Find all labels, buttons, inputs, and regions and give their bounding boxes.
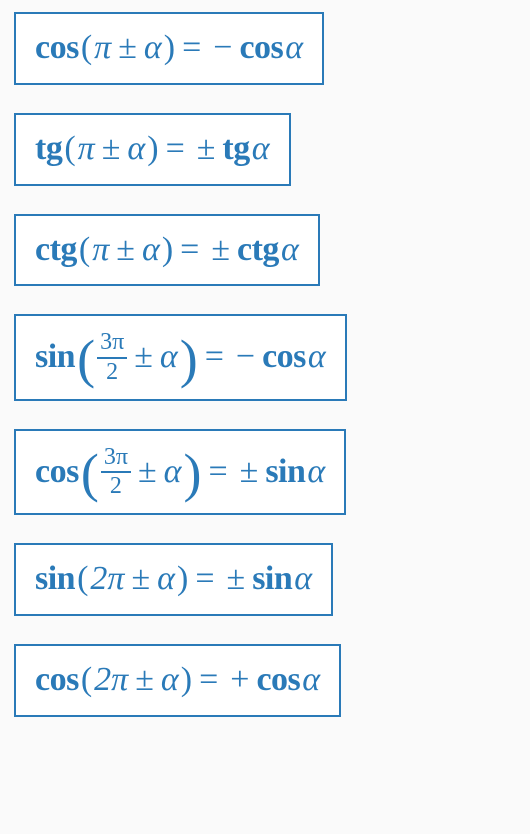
fraction-numerator: 3π — [101, 445, 131, 473]
rparen: ) — [164, 28, 175, 69]
rhs-sign: + — [230, 660, 249, 701]
lhs-arg-second: α — [142, 230, 160, 271]
lhs-arg-first: π — [94, 28, 111, 69]
rhs-function: sin — [265, 452, 305, 493]
rhs-function: ctg — [237, 230, 279, 271]
lhs-operator: ± — [118, 28, 137, 69]
lparen: ( — [77, 559, 88, 600]
lhs-arg-second: α — [157, 559, 175, 600]
rhs-sign: − — [236, 337, 255, 378]
lhs-operator: ± — [138, 452, 157, 493]
rparen: ) — [177, 559, 188, 600]
lhs-function: sin — [35, 337, 75, 378]
rparen: ) — [162, 230, 173, 271]
lhs-arg-first: π — [78, 129, 95, 170]
equals: = — [182, 28, 201, 69]
lhs-operator: ± — [134, 337, 153, 378]
equals: = — [180, 230, 199, 271]
equals: = — [205, 337, 224, 378]
rhs-function: cos — [256, 660, 300, 701]
formula-row: sin ( 2π ± α ) = ± sin α — [34, 559, 313, 600]
lhs-function: cos — [35, 28, 79, 69]
formula-box: cos ( 2π ± α ) = + cos α — [14, 644, 341, 717]
formula-row: cos ( 2π ± α ) = + cos α — [34, 660, 321, 701]
fraction: 3π 2 — [101, 445, 131, 499]
equals: = — [195, 559, 214, 600]
equals: = — [199, 660, 218, 701]
formula-row: cos ( π ± α ) = − cos α — [34, 28, 304, 69]
lhs-function: ctg — [35, 230, 77, 271]
lparen: ( — [81, 660, 92, 701]
rhs-sign: ± — [211, 230, 230, 271]
equals: = — [208, 452, 227, 493]
rhs-function: cos — [239, 28, 283, 69]
rhs-function: sin — [252, 559, 292, 600]
fraction-numerator: 3π — [97, 330, 127, 358]
rhs-arg: α — [308, 337, 326, 378]
lhs-arg-first: 2π — [94, 660, 128, 701]
lhs-function: tg — [35, 129, 62, 170]
formula-row: sin ( 3π 2 ± α ) = − cos α — [34, 330, 327, 384]
fraction-denominator: 2 — [106, 359, 118, 385]
lparen: ( — [64, 129, 75, 170]
lhs-function: sin — [35, 559, 75, 600]
rparen: ) — [147, 129, 158, 170]
rhs-arg: α — [252, 129, 270, 170]
lhs-arg-second: α — [127, 129, 145, 170]
lhs-arg-second: α — [160, 337, 178, 378]
fraction-denominator: 2 — [110, 473, 122, 499]
rhs-sign: ± — [197, 129, 216, 170]
rhs-arg: α — [302, 660, 320, 701]
formula-box: ctg ( π ± α ) = ± ctg α — [14, 214, 320, 287]
formula-row: ctg ( π ± α ) = ± ctg α — [34, 230, 300, 271]
rhs-arg: α — [285, 28, 303, 69]
formula-box: cos ( 3π 2 ± α ) = ± sin α — [14, 429, 346, 515]
formula-row: tg ( π ± α ) = ± tg α — [34, 129, 271, 170]
rhs-sign: ± — [240, 452, 259, 493]
lhs-arg-second: α — [161, 660, 179, 701]
rhs-function: tg — [222, 129, 249, 170]
lhs-operator: ± — [116, 230, 135, 271]
formula-box: sin ( 2π ± α ) = ± sin α — [14, 543, 333, 616]
lhs-operator: ± — [131, 559, 150, 600]
rhs-arg: α — [294, 559, 312, 600]
rparen: ) — [180, 346, 198, 373]
rparen: ) — [181, 660, 192, 701]
lparen: ( — [81, 28, 92, 69]
lhs-function: cos — [35, 452, 79, 493]
lhs-operator: ± — [135, 660, 154, 701]
lparen: ( — [81, 460, 99, 487]
lparen: ( — [79, 230, 90, 271]
lhs-arg-first: π — [92, 230, 109, 271]
rhs-arg: α — [281, 230, 299, 271]
lhs-operator: ± — [102, 129, 121, 170]
formula-box: sin ( 3π 2 ± α ) = − cos α — [14, 314, 347, 400]
formula-box: cos ( π ± α ) = − cos α — [14, 12, 324, 85]
lhs-arg-first: 2π — [90, 559, 124, 600]
lparen: ( — [77, 346, 95, 373]
lhs-function: cos — [35, 660, 79, 701]
formula-box: tg ( π ± α ) = ± tg α — [14, 113, 291, 186]
rhs-sign: ± — [227, 559, 246, 600]
rhs-function: cos — [262, 337, 306, 378]
equals: = — [166, 129, 185, 170]
rhs-arg: α — [307, 452, 325, 493]
fraction: 3π 2 — [97, 330, 127, 384]
lhs-arg-second: α — [144, 28, 162, 69]
rparen: ) — [183, 460, 201, 487]
formula-row: cos ( 3π 2 ± α ) = ± sin α — [34, 445, 326, 499]
rhs-sign: − — [213, 28, 232, 69]
lhs-arg-second: α — [164, 452, 182, 493]
